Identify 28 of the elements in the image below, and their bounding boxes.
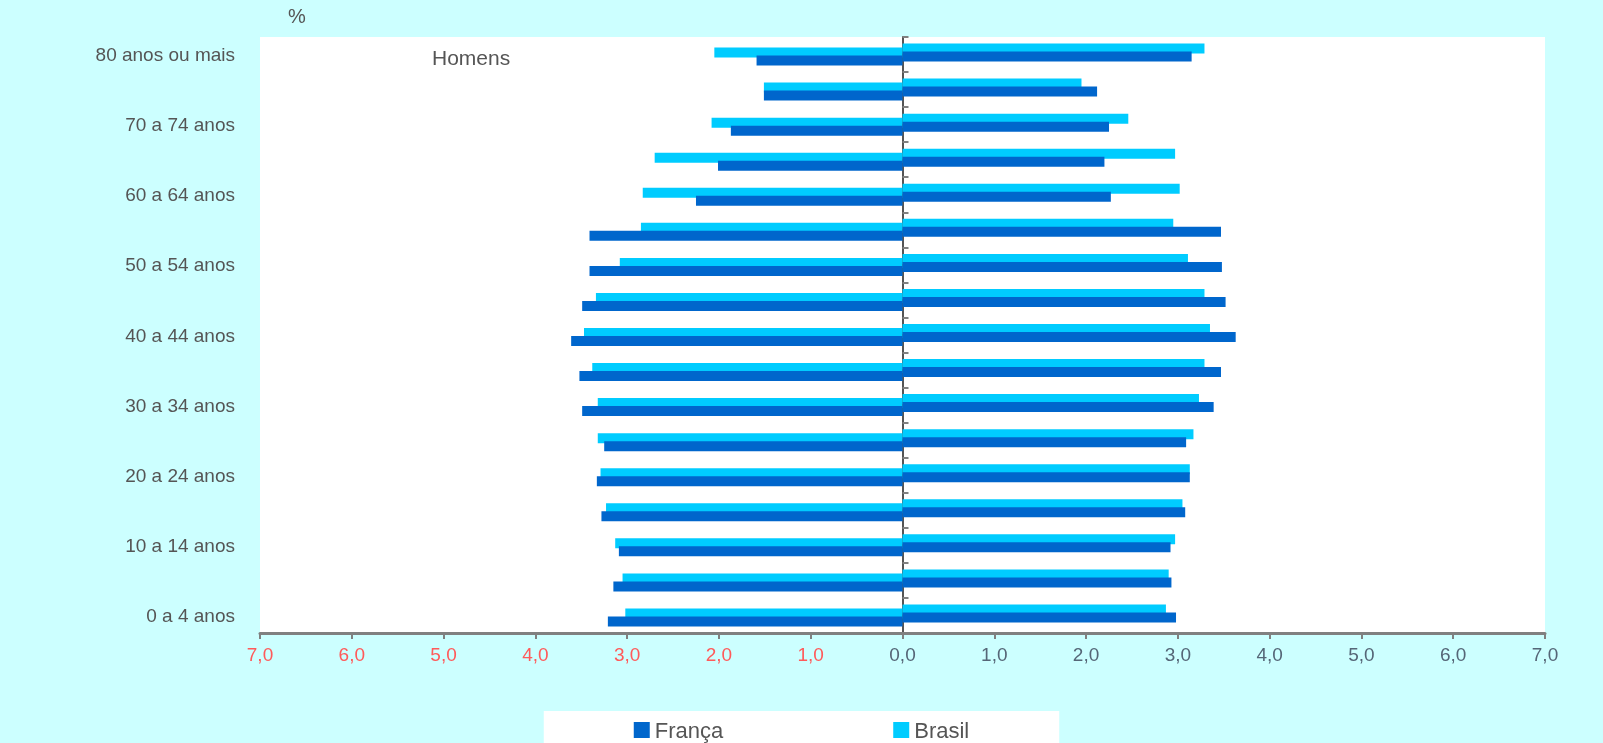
x-tick-label: 6,0 [338,644,365,665]
x-tick-label: 3,0 [1164,644,1192,665]
x-tick-label: 0,0 [889,644,916,665]
y-tick-label: 80 anos ou mais [95,44,235,66]
x-tick-label: 1,0 [797,644,824,665]
x-tick-label: 7,0 [246,644,274,665]
legend-label: França [654,717,724,743]
x-tick-label: 6,0 [1440,644,1467,665]
x-tick-label: 3,0 [613,644,641,665]
x-tick-label: 5,0 [1348,644,1375,665]
y-tick-label: 10 a 14 anos [125,534,235,556]
x-tick-label: 5,0 [430,644,457,665]
x-tick-label: 1,0 [981,644,1008,665]
x-tick-label: 2,0 [1072,644,1100,665]
annotation: Homens [432,46,511,69]
x-tick-label: 4,0 [522,644,549,665]
legend-label: Brasil [914,717,970,743]
y-tick-label: 70 a 74 anos [125,114,235,136]
y-tick-label: 0 a 4 anos [146,604,235,626]
y-tick-label: 60 a 64 anos [125,184,235,206]
y-tick-label: 40 a 44 anos [125,324,235,346]
y-tick-label: 50 a 54 anos [125,254,235,276]
x-tick-label: 2,0 [705,644,733,665]
text: % [288,5,306,27]
y-tick-label: 30 a 34 anos [125,394,235,416]
y-tick-label: 20 a 24 anos [125,464,235,486]
x-tick-label: 4,0 [1256,644,1283,665]
x-tick-label: 7,0 [1531,644,1559,665]
